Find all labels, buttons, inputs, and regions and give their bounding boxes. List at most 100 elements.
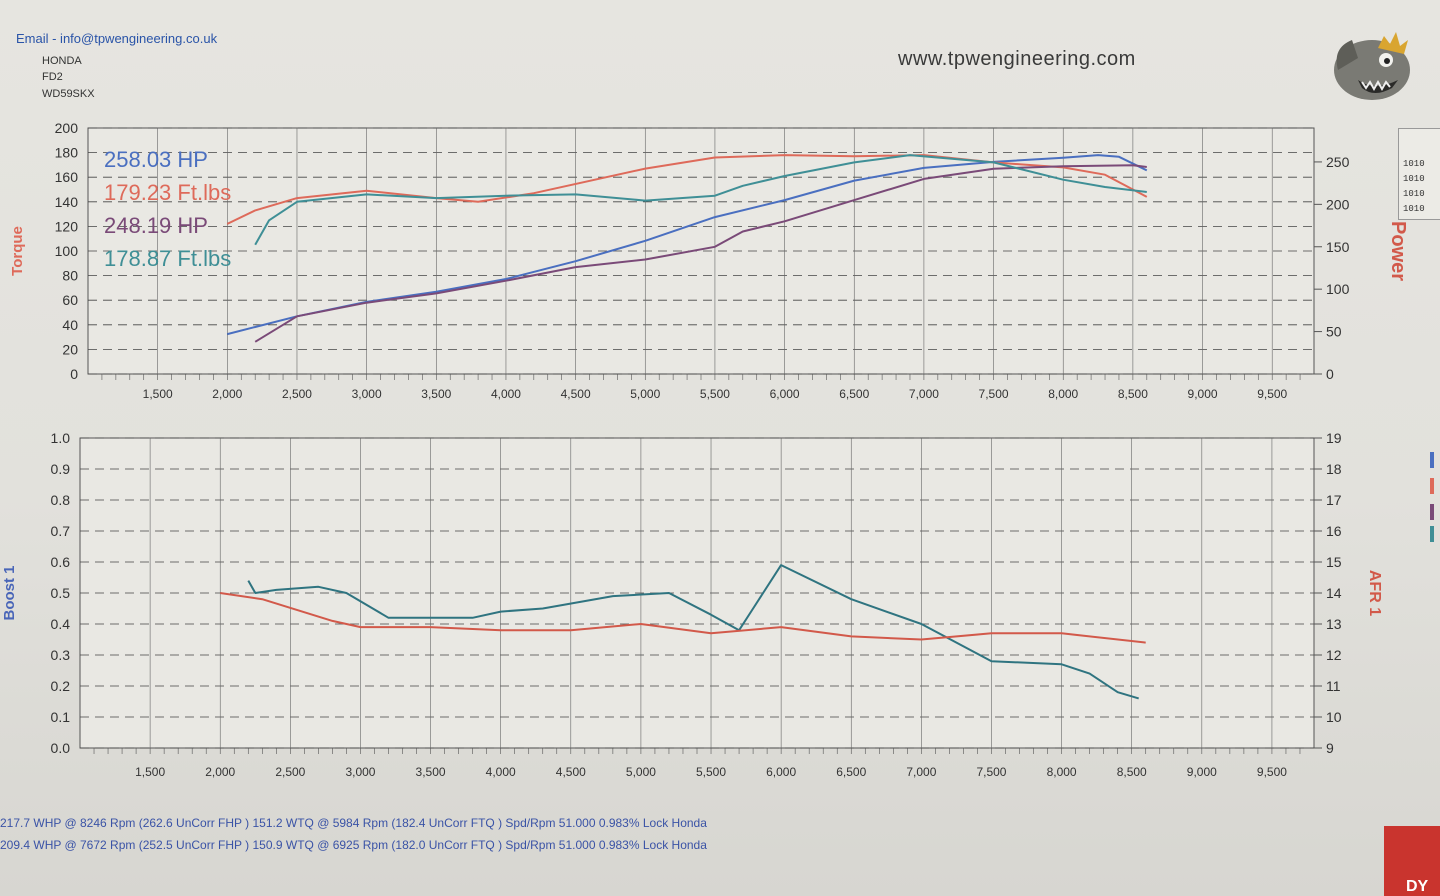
x-tick-label: 4,000: [491, 387, 521, 401]
y-left-tick-label: 60: [62, 292, 78, 308]
x-tick-label: 3,000: [352, 387, 382, 401]
peak-readout: 179.23 Ft.lbs: [104, 180, 231, 205]
x-tick-label: 7,500: [976, 765, 1006, 779]
y-left-tick-label: 40: [62, 317, 78, 333]
x-tick-label: 4,000: [486, 765, 516, 779]
y-right-tick-label: 9: [1326, 740, 1334, 756]
email-address: Email - info@tpwengineering.co.uk: [16, 31, 218, 46]
x-tick-label: 8,500: [1118, 387, 1148, 401]
y-right-tick-label: 11: [1326, 678, 1341, 694]
x-tick-label: 5,500: [700, 387, 730, 401]
y-left-tick-label: 1.0: [51, 430, 71, 446]
series-line-tq2: [254, 154, 1147, 246]
x-tick-label: 6,000: [766, 765, 796, 779]
y-left-tick-label: 0.5: [51, 585, 71, 601]
x-tick-label: 9,500: [1257, 387, 1287, 401]
y-right-axis-title: Power: [1387, 221, 1409, 281]
legend-row: 1010: [1403, 204, 1425, 214]
y-left-tick-label: 20: [62, 341, 78, 357]
y-left-tick-label: 200: [55, 120, 79, 136]
y-left-tick-label: 0.8: [51, 492, 71, 508]
y-left-tick-label: 0.9: [51, 461, 71, 477]
x-tick-label: 6,500: [836, 765, 866, 779]
dyno-badge: DY: [1384, 826, 1440, 896]
peak-readout: 258.03 HP: [104, 147, 208, 172]
x-tick-label: 4,500: [561, 387, 591, 401]
run-summary-2: 209.4 WHP @ 7672 Rpm (252.5 UnCorr FHP )…: [0, 838, 707, 852]
y-left-tick-label: 0.0: [51, 740, 71, 756]
x-tick-label: 6,500: [839, 387, 869, 401]
x-tick-label: 5,500: [696, 765, 726, 779]
x-tick-label: 3,500: [416, 765, 446, 779]
y-right-tick-label: 12: [1326, 647, 1342, 663]
series-line-hp1: [227, 154, 1148, 336]
y-right-tick-label: 100: [1326, 281, 1350, 297]
run-legend: 1010 1010 1010 1010: [1398, 128, 1440, 220]
series-line-boost: [247, 564, 1139, 700]
y-right-tick-label: 50: [1326, 324, 1342, 340]
y-right-tick-label: 150: [1326, 239, 1350, 255]
x-tick-label: 7,500: [979, 387, 1009, 401]
x-tick-label: 8,500: [1117, 765, 1147, 779]
x-tick-label: 4,500: [556, 765, 586, 779]
x-tick-label: 3,500: [421, 387, 451, 401]
series-line-tq1: [226, 154, 1148, 225]
peak-readout: 248.19 HP: [104, 213, 208, 238]
x-tick-label: 6,000: [770, 387, 800, 401]
legend-row: 1010: [1403, 159, 1425, 169]
y-right-tick-label: 13: [1326, 616, 1342, 632]
y-right-tick-label: 14: [1326, 585, 1342, 601]
run-summary-1: 217.7 WHP @ 8246 Rpm (262.6 UnCorr FHP )…: [0, 816, 707, 830]
legend-row: 1010: [1403, 174, 1425, 184]
y-right-axis-title: AFR 1: [1366, 570, 1383, 616]
legend-color-chip: [1430, 478, 1434, 494]
y-left-tick-label: 180: [55, 145, 79, 161]
x-tick-label: 2,500: [275, 765, 305, 779]
peak-readout: 178.87 Ft.lbs: [104, 246, 231, 271]
x-tick-label: 2,000: [212, 387, 242, 401]
y-left-tick-label: 0.3: [51, 647, 71, 663]
y-right-tick-label: 17: [1326, 492, 1342, 508]
y-left-axis-title: Torque: [9, 226, 26, 276]
x-tick-label: 8,000: [1048, 387, 1078, 401]
x-tick-label: 2,500: [282, 387, 312, 401]
y-left-tick-label: 0.2: [51, 678, 71, 694]
x-tick-label: 1,500: [135, 765, 165, 779]
y-right-tick-label: 15: [1326, 554, 1342, 570]
y-left-tick-label: 140: [55, 194, 79, 210]
x-tick-label: 9,500: [1257, 765, 1287, 779]
x-tick-label: 8,000: [1047, 765, 1077, 779]
website-url: www.tpwengineering.com: [898, 48, 1136, 70]
x-tick-label: 9,000: [1188, 387, 1218, 401]
x-tick-label: 9,000: [1187, 765, 1217, 779]
series-line-hp2: [254, 164, 1147, 343]
legend-row: 1010: [1403, 189, 1425, 199]
y-left-tick-label: 0: [70, 366, 78, 382]
vehicle-registration: WD59SKX: [42, 88, 95, 100]
y-left-tick-label: 0.6: [51, 554, 71, 570]
y-right-tick-label: 18: [1326, 461, 1342, 477]
vehicle-model: FD2: [42, 71, 63, 83]
x-tick-label: 7,000: [906, 765, 936, 779]
y-left-tick-label: 100: [55, 243, 79, 259]
legend-color-chip: [1430, 526, 1434, 542]
series-line-afr: [220, 592, 1146, 644]
legend-color-chip: [1430, 452, 1434, 468]
vehicle-make: HONDA: [42, 55, 82, 67]
y-right-tick-label: 0: [1326, 366, 1334, 382]
y-left-tick-label: 0.7: [51, 523, 71, 539]
y-right-tick-label: 16: [1326, 523, 1342, 539]
y-left-tick-label: 80: [62, 268, 78, 284]
x-tick-label: 3,000: [345, 765, 375, 779]
y-right-tick-label: 10: [1326, 709, 1342, 725]
y-right-tick-label: 250: [1326, 154, 1350, 170]
y-left-tick-label: 160: [55, 169, 79, 185]
x-tick-label: 2,000: [205, 765, 235, 779]
y-left-tick-label: 0.4: [51, 616, 71, 632]
x-tick-label: 1,500: [143, 387, 173, 401]
y-right-tick-label: 19: [1326, 430, 1342, 446]
fish-with-crown-icon: [1334, 32, 1410, 100]
badge-text: DY: [1406, 878, 1429, 895]
